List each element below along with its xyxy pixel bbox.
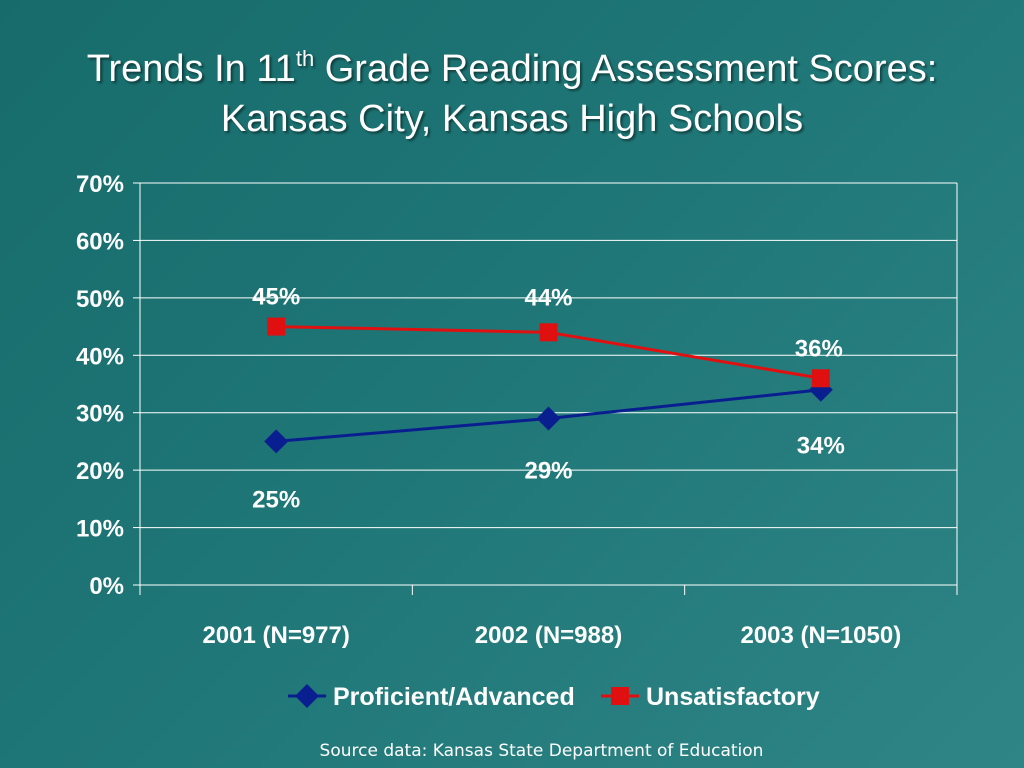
y-tick-label: 20% bbox=[76, 458, 124, 485]
data-label: 45% bbox=[252, 284, 300, 311]
legend-label: Unsatisfactory bbox=[646, 683, 820, 711]
series-group bbox=[264, 317, 833, 454]
data-point bbox=[811, 369, 830, 388]
y-tick-label: 50% bbox=[76, 286, 124, 313]
legend-swatch-marker bbox=[611, 687, 629, 705]
y-tick-label: 40% bbox=[76, 343, 124, 370]
source-note: Source data: Kansas State Department of … bbox=[319, 741, 764, 761]
legend-label: Proficient/Advanced bbox=[333, 683, 575, 711]
title-part-1: Trends In 11 bbox=[86, 48, 296, 90]
gridlines bbox=[140, 182, 957, 586]
data-point bbox=[264, 429, 289, 454]
y-tick-label: 60% bbox=[76, 228, 124, 255]
axes bbox=[133, 182, 958, 595]
data-label: 29% bbox=[524, 457, 572, 484]
title-line-2: Kansas City, Kansas High Schools bbox=[220, 98, 804, 140]
title-line-1: Trends In 11th Grade Reading Assessment … bbox=[0, 44, 1024, 94]
y-tick-label: 70% bbox=[76, 171, 124, 198]
y-tick-label: 0% bbox=[89, 573, 124, 600]
slide-title: Trends In 11th Grade Reading Assessment … bbox=[0, 44, 1024, 144]
data-labels: 25% 29% 34% 45% 44% 36% bbox=[252, 284, 845, 514]
data-label: 25% bbox=[252, 486, 300, 513]
x-tick-label: 2003 (N=1050) bbox=[740, 622, 901, 649]
data-point bbox=[539, 323, 558, 342]
x-tick-label: 2001 (N=977) bbox=[202, 622, 349, 649]
legend: Proficient/Advanced Unsatisfactory bbox=[288, 683, 820, 711]
data-label: 36% bbox=[795, 335, 843, 362]
data-point bbox=[536, 406, 561, 431]
title-part-2: Grade Reading Assessment Scores: bbox=[314, 48, 938, 90]
data-point bbox=[267, 317, 286, 336]
data-label: 44% bbox=[524, 284, 572, 311]
y-tick-labels: 0% 10% 20% 30% 40% 50% 60% 70% bbox=[76, 171, 124, 600]
x-tick-label: 2002 (N=988) bbox=[475, 622, 622, 649]
data-label: 34% bbox=[797, 433, 845, 460]
title-superscript: th bbox=[295, 46, 315, 71]
legend-swatch-marker bbox=[295, 684, 319, 708]
y-tick-label: 10% bbox=[76, 516, 124, 543]
y-tick-label: 30% bbox=[76, 401, 124, 428]
x-tick-labels: 2001 (N=977) 2002 (N=988) 2003 (N=1050) bbox=[202, 622, 901, 649]
